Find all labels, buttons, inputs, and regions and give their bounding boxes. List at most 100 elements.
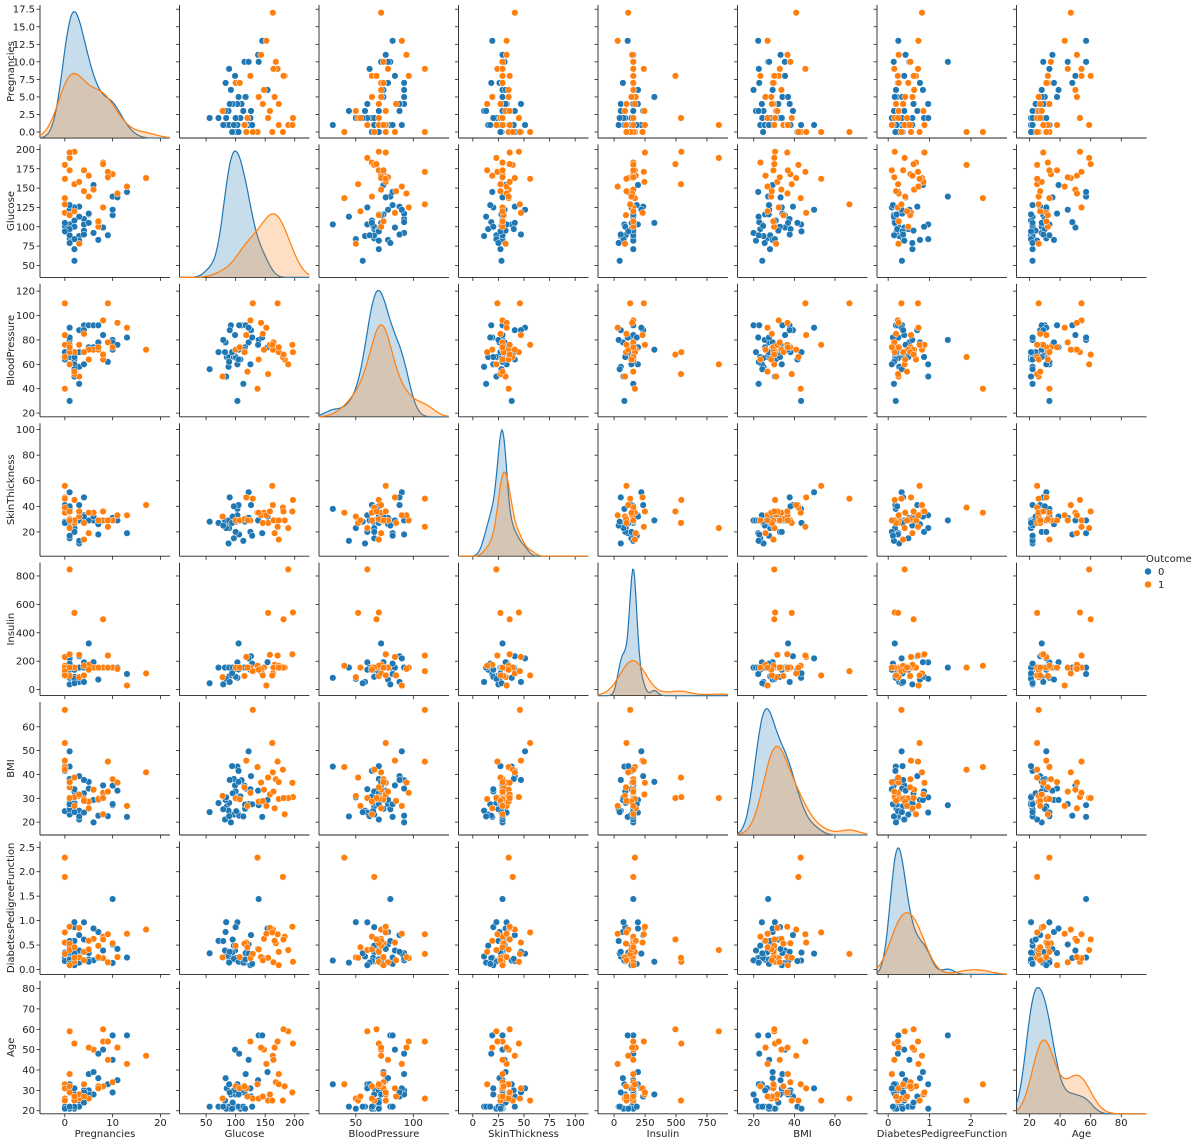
scatter-point: [639, 772, 647, 780]
scatter-point: [801, 168, 809, 176]
scatter-point: [1064, 788, 1072, 796]
scatter-point: [398, 681, 406, 690]
scatter-point: [907, 653, 915, 661]
scatter-point: [788, 180, 796, 188]
scatter-point: [908, 680, 916, 688]
x-tick-label: 60: [1084, 1118, 1097, 1129]
scatter-point: [629, 114, 637, 122]
scatter-point: [641, 148, 649, 157]
scatter-point: [768, 671, 776, 679]
scatter-point: [275, 1080, 283, 1088]
scatter-point: [924, 114, 932, 122]
scatter-point: [206, 518, 214, 526]
kde-area: [458, 429, 589, 557]
scatter-point: [253, 385, 262, 393]
scatter-point: [621, 240, 629, 248]
scatter-point: [395, 948, 404, 956]
scatter-point: [219, 372, 227, 381]
scatter-point: [629, 1092, 637, 1101]
scatter-point: [489, 785, 497, 793]
y-tick-label: 2.0: [19, 867, 35, 878]
scatter-point: [789, 107, 797, 115]
scatter-point: [511, 326, 519, 334]
y-tick-label: 400: [16, 628, 35, 639]
scatter-point: [275, 778, 283, 786]
scatter-point: [382, 128, 390, 136]
scatter-point: [920, 650, 928, 658]
scatter-point: [266, 507, 274, 515]
scatter-point: [615, 336, 623, 344]
scatter-point: [891, 639, 899, 648]
scatter-point: [384, 1056, 392, 1064]
scatter-point: [764, 207, 772, 215]
scatter-point: [288, 507, 296, 515]
scatter-point: [354, 954, 362, 962]
scatter-point: [382, 175, 390, 183]
scatter-point: [61, 495, 69, 503]
scatter-point: [629, 121, 637, 129]
scatter-point: [1076, 496, 1084, 504]
scatter-point: [629, 173, 637, 181]
scatter-point: [627, 355, 635, 364]
scatter-point: [498, 1031, 507, 1039]
scatter-point: [749, 86, 758, 94]
scatter-point: [80, 536, 88, 544]
scatter-point: [1027, 918, 1035, 926]
scatter-point: [248, 532, 256, 540]
scatter-point: [802, 128, 810, 136]
scatter-point: [779, 672, 787, 680]
scatter-point: [1082, 529, 1090, 537]
scatter-point: [801, 1037, 809, 1046]
y-tick-label: 0.0: [19, 965, 35, 976]
scatter-point: [1036, 956, 1044, 964]
scatter-point: [801, 651, 809, 660]
scatter-point: [400, 79, 408, 87]
scatter-point: [614, 511, 622, 519]
scatter-point: [266, 1090, 274, 1099]
scatter-point: [817, 928, 825, 936]
scatter-point: [914, 168, 922, 176]
scatter-point: [769, 536, 778, 544]
scatter-point: [1029, 365, 1037, 373]
scatter-point: [66, 324, 74, 332]
scatter-point: [617, 230, 625, 239]
scatter-point: [1036, 516, 1044, 524]
scatter-point: [506, 935, 514, 943]
scatter-point: [526, 671, 534, 679]
scatter-point: [1044, 211, 1052, 219]
scatter-point: [622, 956, 631, 964]
y-tick-label: 80: [22, 984, 35, 995]
scatter-point: [489, 223, 497, 231]
scatter-point: [918, 768, 926, 776]
scatter-point: [392, 519, 400, 527]
scatter-point: [1044, 810, 1052, 818]
scatter-point: [888, 360, 896, 368]
scatter-point: [61, 766, 69, 774]
scatter-point: [715, 524, 723, 532]
scatter-point: [768, 100, 776, 108]
scatter-point: [142, 669, 150, 677]
scatter-point: [493, 651, 501, 660]
scatter-point: [379, 664, 387, 672]
scatter-point: [517, 939, 525, 947]
scatter-point: [359, 257, 367, 265]
scatter-point: [104, 299, 112, 307]
scatter-point: [797, 121, 805, 129]
scatter-point: [963, 664, 971, 672]
scatter-point: [70, 943, 78, 951]
scatter-point: [379, 217, 387, 225]
scatter-point: [66, 166, 74, 174]
scatter-point: [372, 1025, 381, 1033]
scatter-point: [123, 813, 131, 821]
scatter-point: [783, 319, 792, 327]
scatter-point: [622, 121, 630, 129]
scatter-point: [66, 961, 74, 969]
scatter-point: [1061, 182, 1069, 191]
scatter-point: [639, 128, 647, 136]
scatter-point: [624, 1031, 632, 1039]
scatter-point: [379, 516, 387, 524]
scatter-point: [498, 173, 507, 181]
x-tick-label: 100: [226, 1118, 245, 1129]
y-tick-label: 40: [22, 1066, 35, 1077]
scatter-point: [356, 207, 364, 215]
